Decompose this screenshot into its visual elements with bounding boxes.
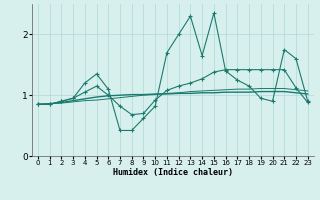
X-axis label: Humidex (Indice chaleur): Humidex (Indice chaleur)	[113, 168, 233, 177]
